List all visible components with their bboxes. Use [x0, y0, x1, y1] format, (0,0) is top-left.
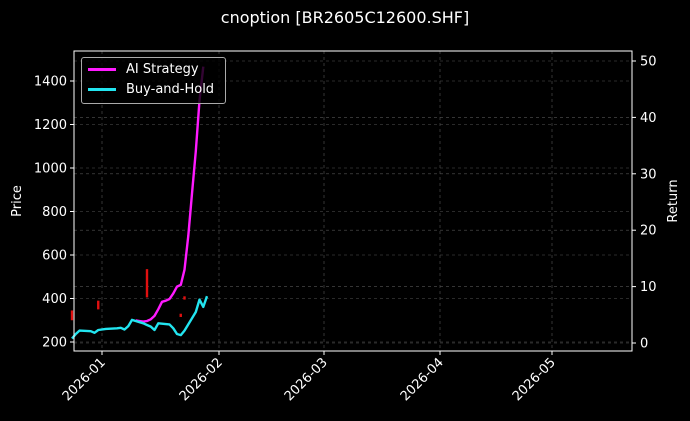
svg-text:1400: 1400 — [34, 75, 67, 90]
chart-title: cnoption [BR2605C12600.SHF] — [220, 8, 470, 27]
svg-text:2026-02: 2026-02 — [177, 355, 226, 404]
svg-text:50: 50 — [640, 55, 657, 70]
svg-text:1200: 1200 — [34, 118, 67, 133]
legend-swatch-cyan — [88, 88, 116, 91]
left-axis-ticks: 200 400 600 800 1000 1200 1400 — [34, 75, 74, 351]
svg-text:2026-01: 2026-01 — [60, 355, 109, 404]
svg-text:200: 200 — [42, 336, 67, 351]
return-lines — [71, 66, 209, 340]
legend-label: Buy-and-Hold — [126, 82, 215, 97]
legend-swatch-magenta — [88, 68, 116, 71]
svg-text:0: 0 — [640, 337, 648, 352]
svg-text:1000: 1000 — [34, 162, 67, 177]
right-axis-ticks: 0 10 20 30 40 50 — [632, 55, 657, 352]
y-axis-label: Price — [10, 185, 25, 217]
svg-text:10: 10 — [640, 280, 657, 295]
svg-text:30: 30 — [640, 167, 657, 182]
svg-text:2026-05: 2026-05 — [510, 355, 559, 404]
x-axis-ticks: 2026-01 2026-02 2026-03 2026-04 2026-05 — [60, 351, 559, 404]
svg-text:40: 40 — [640, 111, 657, 126]
plot-frame — [73, 50, 633, 352]
price-candles — [70, 269, 186, 321]
legend-item-ai-strategy: AI Strategy — [88, 62, 199, 77]
svg-text:20: 20 — [640, 224, 657, 239]
svg-text:2026-04: 2026-04 — [398, 355, 447, 404]
legend-label: AI Strategy — [126, 62, 199, 77]
svg-text:600: 600 — [42, 249, 67, 264]
svg-text:400: 400 — [42, 292, 67, 307]
svg-text:800: 800 — [42, 205, 67, 220]
y2-axis-label: Return — [666, 179, 681, 222]
svg-text:2026-03: 2026-03 — [282, 355, 331, 404]
legend: AI Strategy Buy-and-Hold — [81, 57, 226, 104]
legend-item-buy-and-hold: Buy-and-Hold — [88, 82, 214, 97]
